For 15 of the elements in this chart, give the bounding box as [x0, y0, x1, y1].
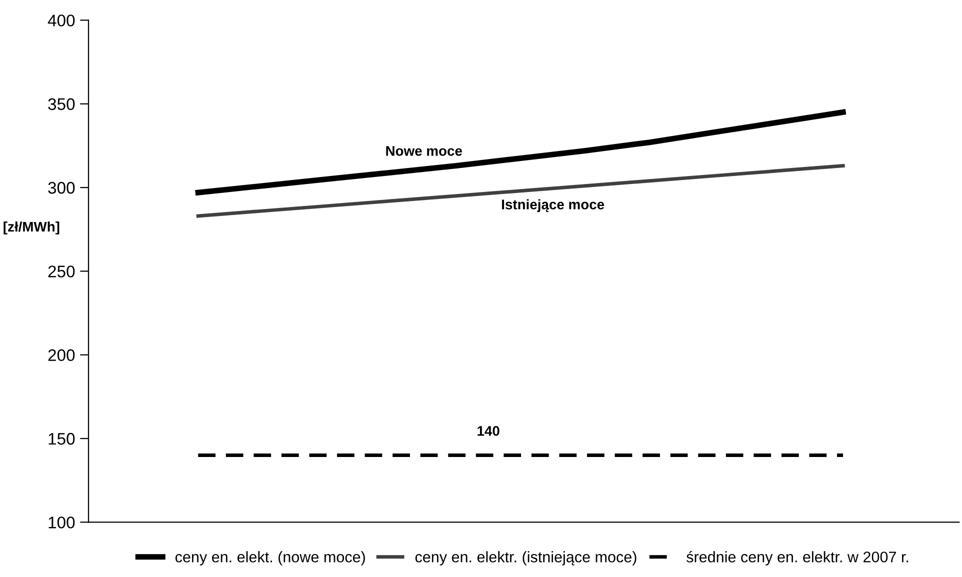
y-tick-label: 350	[48, 98, 75, 110]
legend-label: ceny en. elekt. (nowe moce)	[175, 551, 365, 566]
annotation: 140	[478, 426, 500, 436]
legend-label: średnie ceny en. elektr. w 2007 r.	[686, 550, 908, 566]
y-axis-title: [zł/MWh]	[4, 221, 60, 234]
y-tick-label: 300	[48, 182, 75, 194]
annotation: Nowe moce	[386, 146, 462, 156]
y-tick-label: 100	[48, 516, 75, 528]
y-tick-label: 200	[48, 349, 75, 362]
y-tick-label: 400	[48, 14, 75, 26]
line-series	[196, 164, 845, 218]
legend-label: ceny en. elektr. (istniejące moce)	[415, 551, 636, 566]
y-tick-label: 150	[48, 432, 75, 445]
annotation: Istniejące moce	[502, 199, 604, 212]
y-tick-label: 250	[48, 266, 75, 278]
